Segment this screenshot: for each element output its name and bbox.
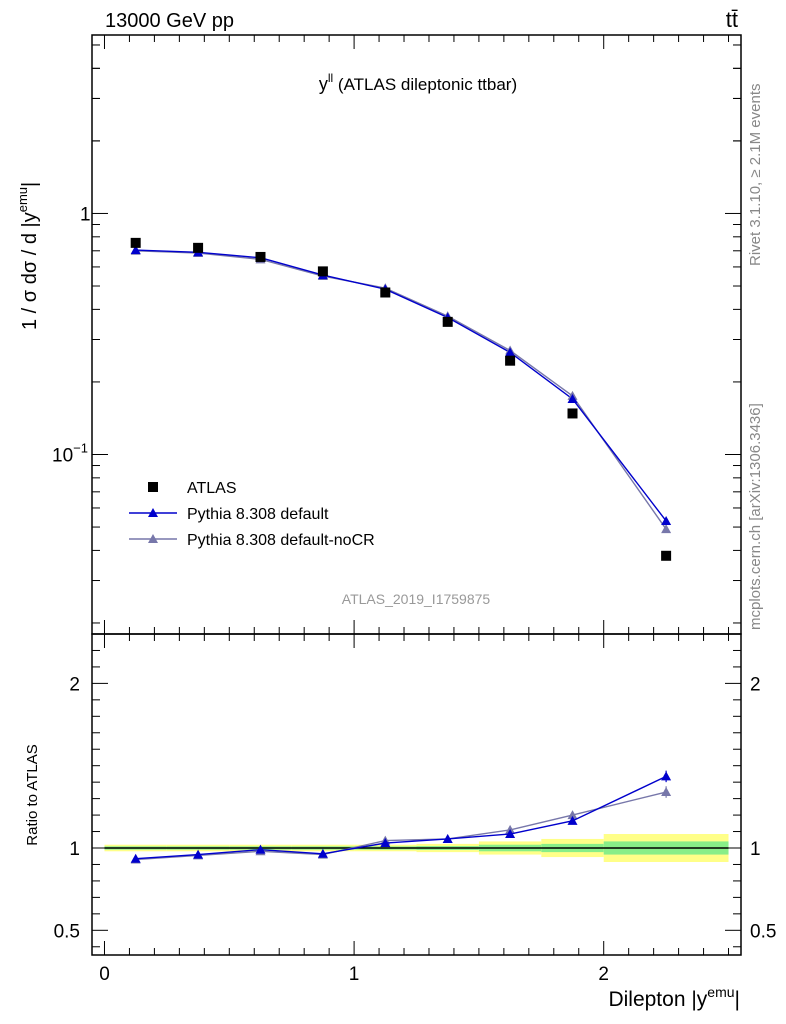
x-axis-label: Dilepton |yemu|: [608, 984, 740, 1011]
main-ylabel: 1 / σ dσ / d |yemu|: [15, 182, 41, 330]
ratio-point-pythia-8-308-default: [380, 838, 391, 848]
ratio-point-pythia-8-308-default-nocr: [567, 810, 578, 820]
xlabel-end: |: [735, 988, 740, 1011]
legend-label: Pythia 8.308 default-noCR: [187, 532, 375, 549]
ratio-ytick-label-left: 0.5: [54, 921, 80, 942]
energy-label: 13000 GeV pp: [105, 10, 234, 32]
data-point-atlas: [505, 355, 516, 366]
ratio-panel: 0.5 0.5 1 1 2 2 0 1 2: [54, 633, 776, 985]
ratio-ytick-label-left: 2: [69, 674, 80, 695]
data-point-atlas: [193, 242, 204, 253]
main-ylabel-sup: emu: [15, 187, 30, 212]
rivet-version-label: Rivet 3.1.10, ≥ 2.1M events: [747, 83, 764, 267]
ratio-ytick-label-right: 2: [750, 674, 761, 695]
series-point-pythia-8-308-default: [567, 393, 578, 403]
legend-marker-triangle: [148, 534, 158, 543]
data-point-atlas: [255, 251, 266, 262]
mcplots-source-label: mcplots.cern.ch [arXiv:1306.3436]: [747, 403, 764, 630]
data-point-atlas: [661, 550, 672, 561]
chart-title: yll (ATLAS dileptonic ttbar): [319, 71, 517, 94]
data-point-atlas: [442, 316, 453, 327]
main-ytick-label: 1: [80, 204, 91, 225]
xtick-label: 2: [598, 964, 609, 985]
data-point-atlas: [317, 266, 328, 277]
ratio-point-pythia-8-308-default: [567, 815, 578, 825]
ratio-frame: [91, 633, 742, 956]
ratio-point-pythia-8-308-default: [661, 771, 672, 781]
ratio-ytick-label-right: 0.5: [750, 921, 776, 942]
ratio-point-pythia-8-308-default: [130, 853, 141, 863]
process-label: tt̄: [726, 7, 738, 32]
ratio-point-pythia-8-308-default-nocr: [661, 787, 672, 797]
ratio-ylabel: Ratio to ATLAS: [24, 744, 41, 845]
ratio-point-pythia-8-308-default: [505, 829, 516, 839]
ratio-point-pythia-8-308-default: [442, 833, 453, 843]
legend-label: Pythia 8.308 default: [187, 506, 329, 523]
series-point-pythia-8-308-default-nocr: [661, 524, 672, 534]
main-ytick-label: 10−1: [52, 440, 88, 466]
chart-title-sup: ll: [328, 71, 333, 85]
ratio-point-pythia-8-308-default: [193, 849, 204, 859]
legend-marker-atlas: [148, 482, 158, 492]
xlabel-sup: emu: [707, 984, 734, 1000]
data-point-atlas: [380, 287, 391, 298]
main-ylabel-main: 1 / σ dσ / d |y: [19, 212, 41, 330]
main-ytick-label-base: 1: [80, 204, 91, 225]
series-point-pythia-8-308-default: [505, 347, 516, 357]
main-panel: 1 10−1 ATLAS Pythia 8.308 default Pythia 8.3…: [52, 34, 742, 635]
chart-title-rest: (ATLAS dileptonic ttbar): [333, 75, 517, 94]
series-point-pythia-8-308-default: [130, 245, 141, 255]
ratio-point-pythia-8-308-default: [317, 848, 328, 858]
legend-marker-triangle: [148, 508, 158, 517]
ratio-ytick-label-right: 1: [750, 839, 761, 860]
xlabel-main: Dilepton |y: [608, 988, 707, 1011]
ratio-ytick-label-left: 1: [69, 839, 80, 860]
legend-label: ATLAS: [187, 480, 237, 497]
series-point-pythia-8-308-default: [661, 515, 672, 525]
xtick-label: 0: [99, 964, 110, 985]
main-ylabel-end: |: [19, 182, 41, 187]
chart-title-main: y: [319, 74, 328, 94]
ratio-point-pythia-8-308-default: [255, 844, 266, 854]
analysis-watermark: ATLAS_2019_I1759875: [342, 591, 491, 607]
data-point-atlas: [130, 237, 141, 248]
main-ytick-label-exp: −1: [73, 440, 88, 455]
main-ytick-label-base: 10: [52, 445, 73, 466]
data-point-atlas: [567, 408, 578, 419]
xtick-label: 1: [349, 964, 360, 985]
